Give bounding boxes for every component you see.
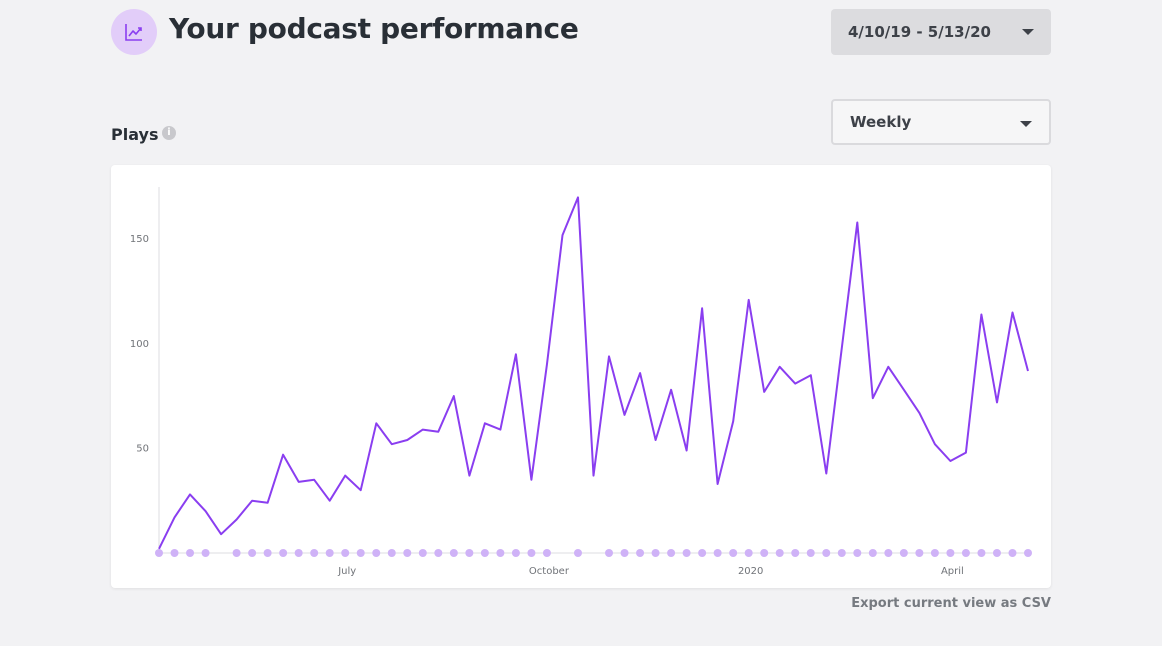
- baseline-marker: [496, 549, 505, 557]
- baseline-marker: [791, 549, 800, 557]
- baseline-marker: [884, 549, 893, 557]
- baseline-marker: [573, 549, 582, 557]
- baseline-marker: [946, 549, 955, 557]
- baseline-marker: [868, 549, 877, 557]
- baseline-marker: [930, 549, 939, 557]
- baseline-marker: [698, 549, 707, 557]
- trending-chart-icon: [111, 9, 157, 55]
- baseline-marker: [527, 549, 536, 557]
- baseline-marker: [170, 549, 179, 557]
- baseline-marker: [480, 549, 489, 557]
- baseline-marker: [511, 549, 520, 557]
- x-tick-label: October: [529, 566, 570, 577]
- baseline-marker: [760, 549, 769, 557]
- baseline-marker: [418, 549, 427, 557]
- baseline-marker: [186, 549, 195, 557]
- baseline-marker: [325, 549, 334, 557]
- baseline-marker: [465, 549, 474, 557]
- baseline-marker: [620, 549, 629, 557]
- baseline-marker: [605, 549, 614, 557]
- baseline-marker: [636, 549, 645, 557]
- baseline-marker: [263, 549, 272, 557]
- baseline-marker: [248, 549, 257, 557]
- baseline-marker: [542, 549, 551, 557]
- y-tick-label: 100: [130, 339, 149, 350]
- baseline-marker: [1008, 549, 1017, 557]
- baseline-marker: [155, 549, 163, 557]
- info-icon[interactable]: i: [162, 126, 176, 140]
- baseline-marker: [822, 549, 831, 557]
- baseline-marker: [915, 549, 924, 557]
- date-range-dropdown[interactable]: 4/10/19 - 5/13/20: [831, 9, 1051, 55]
- x-tick-label: 2020: [738, 566, 763, 577]
- plays-title: Plays: [111, 125, 159, 144]
- interval-dropdown[interactable]: Weekly: [831, 99, 1051, 145]
- baseline-marker: [977, 549, 986, 557]
- date-range-value: 4/10/19 - 5/13/20: [848, 23, 991, 41]
- baseline-marker: [992, 549, 1001, 557]
- baseline-marker: [682, 549, 691, 557]
- baseline-marker: [341, 549, 350, 557]
- page-title: Your podcast performance: [169, 12, 579, 45]
- chevron-down-icon: [1022, 29, 1034, 35]
- baseline-marker: [279, 549, 288, 557]
- baseline-marker: [651, 549, 660, 557]
- chevron-down-icon: [1020, 121, 1032, 127]
- baseline-marker: [294, 549, 303, 557]
- baseline-marker: [667, 549, 676, 557]
- baseline-marker: [387, 549, 396, 557]
- baseline-marker: [853, 549, 862, 557]
- baseline-marker: [729, 549, 738, 557]
- y-tick-label: 150: [130, 234, 149, 245]
- baseline-marker: [837, 549, 846, 557]
- baseline-marker: [372, 549, 381, 557]
- x-tick-label: April: [941, 566, 964, 577]
- baseline-marker: [899, 549, 908, 557]
- plays-chart-card: 50 100 150 July October 2020 April: [111, 165, 1051, 588]
- baseline-marker: [403, 549, 412, 557]
- export-csv-link[interactable]: Export current view as CSV: [851, 596, 1051, 611]
- baseline-marker: [356, 549, 365, 557]
- baseline-marker: [713, 549, 722, 557]
- baseline-marker: [806, 549, 815, 557]
- baseline-marker: [1024, 549, 1032, 557]
- baseline-marker: [201, 549, 210, 557]
- baseline-marker: [961, 549, 970, 557]
- baseline-marker: [434, 549, 443, 557]
- y-tick-label: 50: [136, 443, 149, 454]
- baseline-marker: [232, 549, 241, 557]
- baseline-marker: [310, 549, 319, 557]
- baseline-marker: [449, 549, 458, 557]
- baseline-marker: [775, 549, 784, 557]
- plays-line: [158, 196, 1029, 550]
- baseline-marker: [744, 549, 753, 557]
- plays-chart: 50 100 150 July October 2020 April: [130, 187, 1032, 577]
- x-tick-label: July: [337, 566, 356, 577]
- interval-value: Weekly: [850, 113, 912, 131]
